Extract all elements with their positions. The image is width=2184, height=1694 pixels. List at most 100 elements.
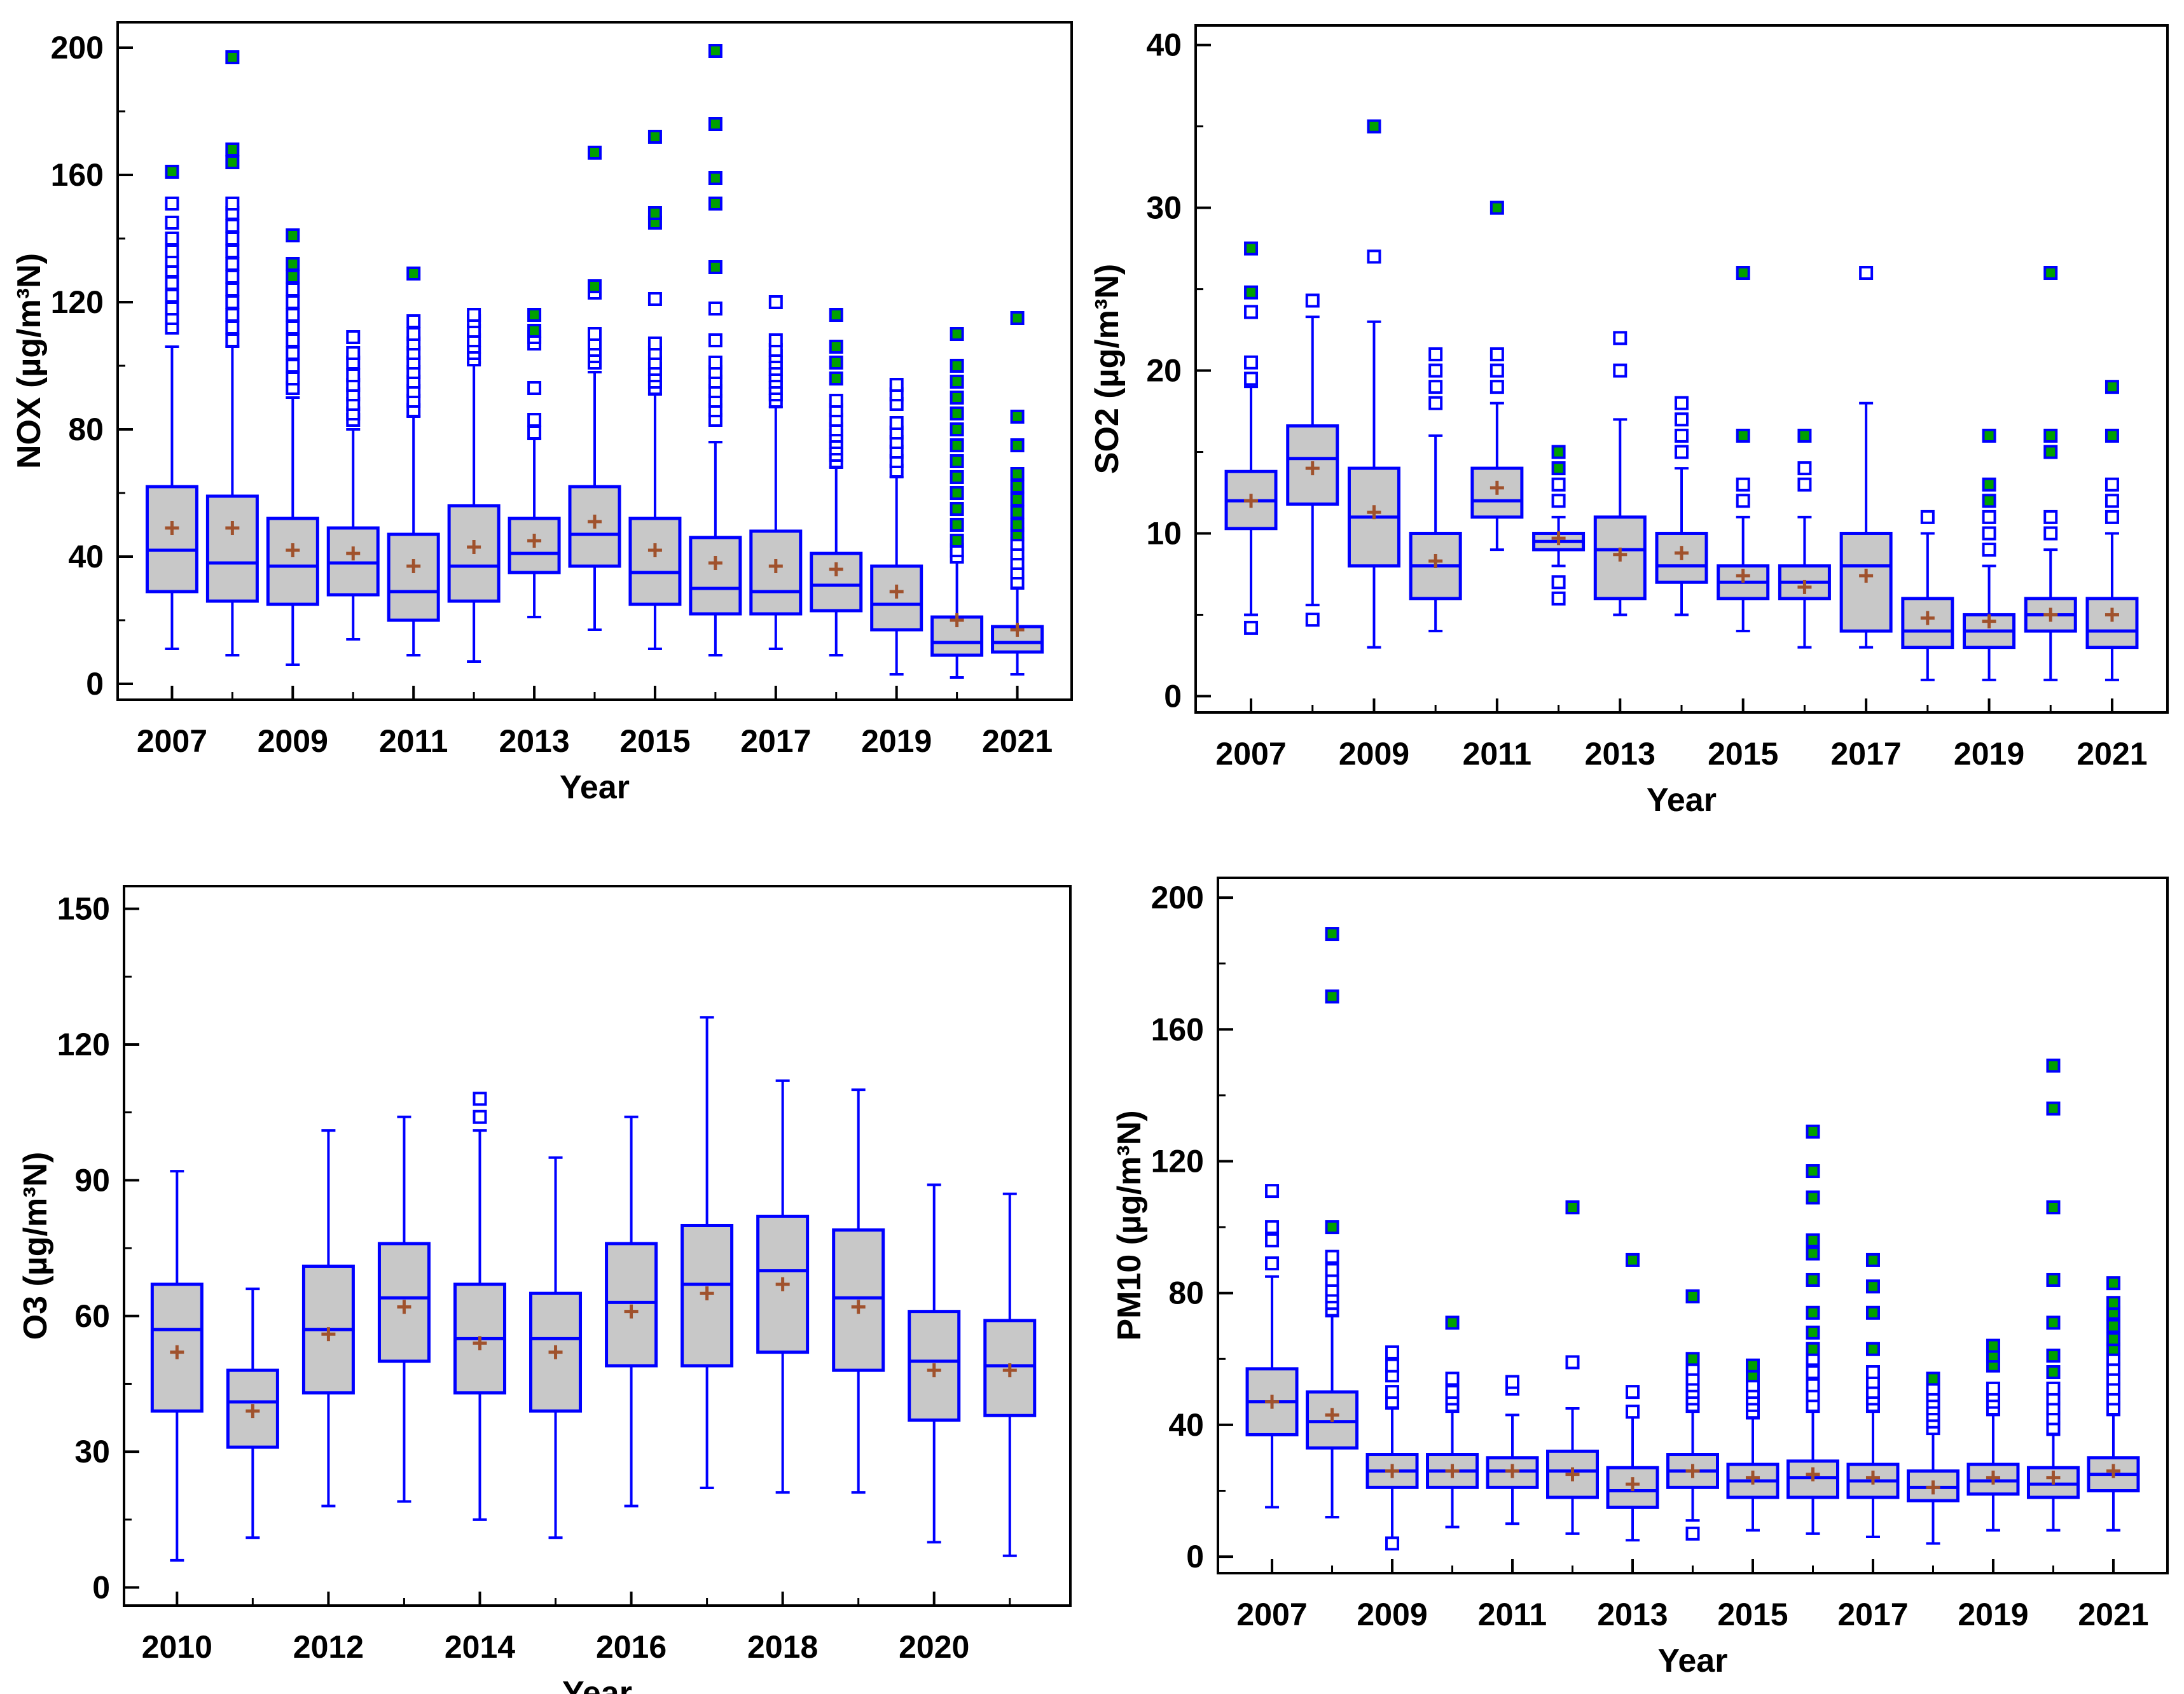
outlier-point [225, 197, 240, 211]
outlier-point [286, 308, 300, 322]
extreme-outlier-point [708, 44, 722, 58]
outlier-point [286, 371, 300, 385]
y-tick-label: 200 [1151, 880, 1204, 915]
box-2014 [1666, 1289, 1719, 1541]
outlier-point [1265, 1233, 1280, 1247]
x-tick-label: 2017 [1837, 1597, 1908, 1632]
outlier-point [1551, 477, 1566, 492]
outlier-point [286, 321, 300, 335]
x-tick-label: 2020 [899, 1629, 969, 1665]
extreme-outlier-point [1010, 492, 1025, 506]
box-2021 [2085, 380, 2139, 681]
box-2021 [2087, 1276, 2140, 1532]
extreme-outlier-point [165, 165, 179, 179]
iqr-box [1286, 424, 1339, 506]
y-tick-label: 30 [1146, 190, 1182, 226]
outlier-point [1675, 396, 1689, 410]
box-2010 [1426, 1316, 1479, 1529]
extreme-outlier-point [1745, 1358, 1760, 1373]
outlier-point [165, 197, 179, 211]
x-tick-label: 2009 [258, 723, 328, 759]
extreme-outlier-point [950, 375, 964, 389]
iqr-box [266, 517, 319, 606]
y-tick-label: 20 [1146, 353, 1182, 389]
box-2011 [387, 267, 440, 656]
y-axis-title: NOX (µg/m³N) [11, 253, 48, 469]
outlier-point [1920, 510, 1935, 524]
extreme-outlier-point [1010, 438, 1025, 452]
y-tick-label: 40 [1168, 1407, 1204, 1443]
outlier-point [768, 333, 783, 347]
outlier-point [1613, 331, 1628, 345]
outlier-point [527, 426, 542, 440]
extreme-outlier-point [2043, 266, 2058, 281]
extreme-outlier-point [1865, 1305, 1880, 1320]
extreme-outlier-point [1806, 1305, 1820, 1320]
outlier-point [647, 292, 662, 306]
x-tick-label: 2007 [1215, 736, 1286, 772]
extreme-outlier-point [1685, 1352, 1700, 1366]
extreme-outlier-point [2106, 1319, 2120, 1333]
box-2011 [226, 1288, 279, 1539]
extreme-outlier-point [1010, 480, 1025, 494]
outlier-point [1982, 543, 1996, 557]
extreme-outlier-point [2105, 380, 2119, 394]
extreme-outlier-point [527, 308, 542, 322]
extreme-outlier-point [829, 356, 843, 370]
extreme-outlier-point [1736, 266, 1750, 281]
extreme-outlier-point [1982, 494, 1996, 508]
x-tick-label: 2011 [1463, 736, 1531, 772]
extreme-outlier-point [1489, 200, 1504, 215]
y-axis-title: O3 (µg/m³N) [17, 1152, 54, 1340]
box-2010 [326, 330, 380, 641]
outlier-point [346, 330, 361, 344]
extreme-outlier-point [588, 279, 602, 293]
outlier-point [1244, 620, 1259, 635]
y-tick-label: 120 [1151, 1143, 1204, 1179]
y-tick-label: 80 [68, 412, 104, 447]
iqr-box [205, 494, 259, 603]
outlier-point [406, 327, 421, 341]
outlier-point [1986, 1381, 2000, 1396]
outlier-point [225, 308, 240, 322]
iqr-box [628, 517, 682, 606]
box-2019 [1966, 1338, 2020, 1532]
outlier-point [1428, 380, 1443, 394]
outlier-point [1428, 347, 1443, 361]
x-axis-title: Year [562, 1675, 632, 1694]
chart-panel-2: 0 10 20 30 40 2007 2009 2011 2013 2015 2017 2019 202… [1089, 24, 2169, 819]
extreme-outlier-point [1736, 428, 1750, 443]
outlier-point [165, 244, 179, 258]
x-tick-label: 2021 [982, 723, 1053, 759]
extreme-outlier-point [829, 340, 843, 354]
box-2019 [870, 378, 923, 676]
x-tick-label: 2019 [861, 723, 932, 759]
outlier-point [2105, 510, 2119, 524]
outlier-point [889, 378, 904, 392]
x-tick-label: 2015 [619, 723, 690, 759]
outlier-point [2043, 510, 2058, 524]
outlier-point [1385, 1385, 1400, 1399]
extreme-outlier-point [950, 534, 964, 548]
box-2020 [2024, 266, 2077, 681]
extreme-outlier-point [1806, 1342, 1820, 1356]
box-2013 [508, 308, 561, 618]
x-tick-label: 2009 [1339, 736, 1409, 772]
chart-panel-1: 0 40 80 120 160 200 2007 2009 2011 2013 2015 2017 20… [11, 21, 1073, 806]
extreme-outlier-point [708, 260, 722, 274]
outlier-point [2105, 477, 2119, 492]
x-tick-label: 2007 [137, 723, 207, 759]
x-axis-title: Year [560, 769, 630, 806]
box-2008 [1286, 293, 1339, 627]
iqr-box [689, 536, 742, 616]
extreme-outlier-point [1010, 467, 1025, 481]
box-2012 [301, 1129, 355, 1508]
extreme-outlier-point [1565, 1200, 1580, 1215]
plot-frame [123, 885, 1072, 1607]
extreme-outlier-point [1010, 311, 1025, 325]
outlier-point [165, 276, 179, 290]
y-tick-label: 120 [51, 284, 104, 320]
box-2012 [1546, 1200, 1600, 1535]
box-2009 [266, 228, 319, 666]
extreme-outlier-point [1982, 428, 1996, 443]
